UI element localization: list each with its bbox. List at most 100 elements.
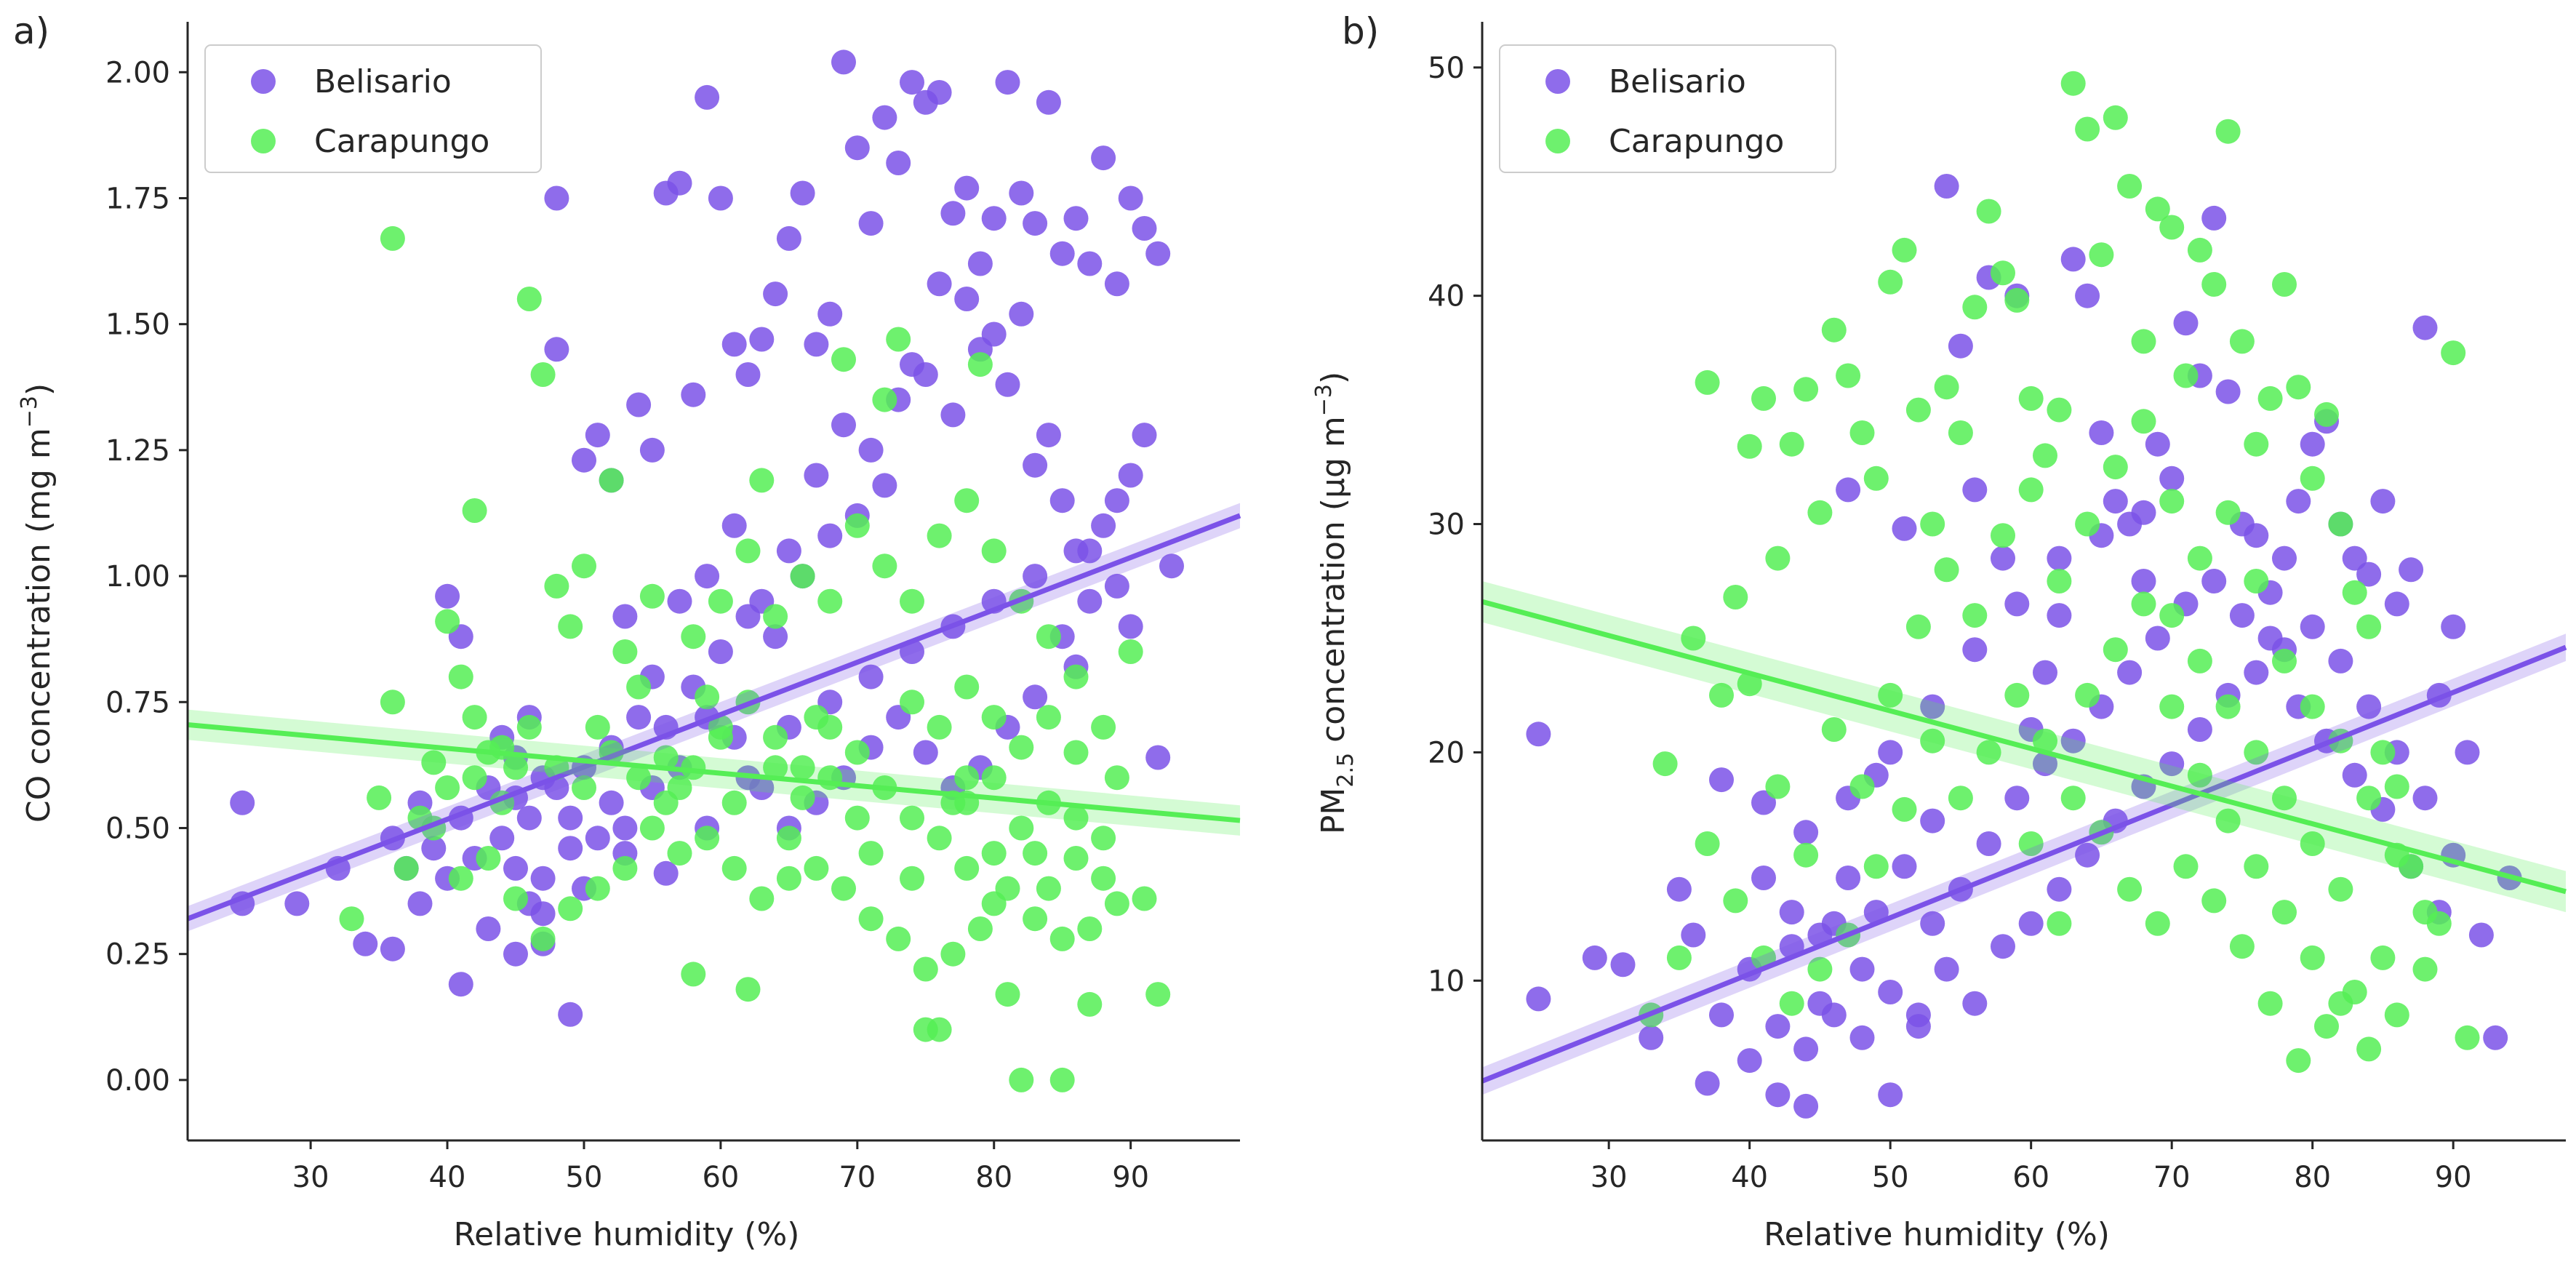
panel-b-carapungo-point — [1737, 671, 1762, 697]
panel-a-y-tick-label: 0.25 — [105, 938, 170, 972]
panel-a-carapungo-point — [516, 287, 542, 311]
panel-b-belisario-point — [1737, 1048, 1762, 1074]
panel-b-carapungo-point — [1976, 199, 2001, 224]
panel-b-belisario-point — [2328, 648, 2353, 674]
panel-b-carapungo-point — [2286, 375, 2311, 400]
panel-b-carapungo-point — [1863, 854, 1889, 879]
panel-a-carapungo-point — [967, 352, 993, 377]
panel-b-carapungo-point — [2159, 694, 2185, 719]
panel-b-belisario-point — [2244, 523, 2269, 548]
panel-a-carapungo-point — [476, 846, 501, 871]
panel-a-carapungo-point — [448, 866, 473, 891]
panel-a-carapungo-point — [1009, 815, 1034, 841]
panel-b-carapungo-point — [2300, 945, 2325, 970]
panel-a-y-axis-label: CO concentration (mg m−3) — [17, 383, 57, 823]
panel-a-carapungo-point — [708, 714, 733, 740]
panel-a-y-label-main: CO concentration (mg m — [20, 428, 57, 823]
panel-b-belisario-point — [2244, 660, 2269, 685]
panel-b-belisario-point — [1878, 1082, 1903, 1108]
panel-a-carapungo-point — [763, 755, 788, 780]
panel-b-carapungo-point — [2159, 603, 2185, 628]
panel-b-carapungo-point — [2145, 911, 2170, 936]
panel-b-carapungo-point — [2060, 786, 2086, 811]
panel-a-carapungo-point — [1118, 639, 1143, 664]
panel-b-belisario-point — [1878, 980, 1903, 1004]
panel-b-carapungo-point — [2328, 876, 2353, 902]
panel-a-carapungo-point — [831, 876, 856, 901]
panel-a-belisario-point — [1023, 684, 1048, 710]
panel-b-carapungo-point — [1807, 956, 1833, 982]
panel-b-belisario-point — [2089, 420, 2114, 445]
panel-b-belisario-point — [1991, 545, 2015, 571]
panel-a-belisario-point — [981, 321, 1007, 347]
panel-a-carapungo-point — [1063, 740, 1089, 765]
panel-b-y-label-prefix: PM — [1315, 788, 1352, 835]
panel-a-carapungo-point — [626, 765, 652, 791]
panel-a-carapungo-point — [421, 750, 447, 775]
panel-a-carapungo-point — [1145, 982, 1171, 1007]
panel-a-y-tick-label: 0.00 — [105, 1064, 170, 1098]
panel-a-carapungo-point — [900, 690, 924, 715]
panel-b-carapungo-point — [2300, 465, 2325, 491]
panel-b-legend: Belisario Carapungo — [1499, 44, 1836, 173]
panel-a-belisario-point — [1091, 145, 1116, 171]
panel-b-belisario-point — [1639, 1025, 1664, 1050]
panel-a-carapungo-point — [435, 775, 460, 800]
panel-b-carapungo-point — [2145, 196, 2170, 222]
panel-b-belisario-point — [1695, 1071, 1720, 1096]
panel-a-carapungo-point — [572, 553, 596, 579]
panel-a-carapungo-point — [872, 387, 897, 412]
panel-a-carapungo-point — [681, 624, 706, 650]
panel-a-belisario-point — [831, 412, 856, 438]
panel-a-carapungo-point — [981, 765, 1007, 791]
panel-b-carapungo-point — [2033, 443, 2057, 468]
panel-b-belisario-point — [2201, 205, 2227, 231]
panel-b-belisario-point — [2018, 911, 2044, 936]
panel-a-carapungo-point — [981, 841, 1007, 866]
panel-b-belisario-point — [2047, 603, 2072, 628]
panel-b-belisario-point — [1666, 876, 1692, 902]
panel-a-x-tick-label: 30 — [292, 1161, 329, 1194]
panel-b-carapungo-point — [2131, 409, 2156, 434]
panel-a-carapungo-point — [530, 926, 556, 951]
panel-b-carapungo-point — [2201, 272, 2227, 297]
panel-b-carapungo-point — [2244, 854, 2269, 879]
panel-b-belisario-point — [1991, 934, 2015, 959]
panel-a-series-belisario — [230, 49, 1184, 1027]
panel-b-belisario-point — [2356, 694, 2382, 719]
panel-b-carapungo-point — [1892, 796, 1917, 822]
panel-a-belisario-point — [749, 327, 775, 352]
panel-a-y-label-tail: ) — [20, 383, 57, 396]
panel-b-carapungo-point — [1991, 523, 2015, 548]
panel-b-carapungo-point — [1934, 375, 1959, 400]
panel-a-carapungo-point — [558, 896, 583, 922]
panel-b-carapungo-point — [2159, 215, 2185, 240]
panel-a-carapungo-point — [585, 714, 610, 740]
panel-b-y-axis-label: PM2.5 concentration (µg m−3) — [1311, 372, 1359, 834]
panel-a-y-tick-label: 1.25 — [105, 434, 170, 468]
panel-b-carapungo-point — [1695, 831, 1720, 856]
panel-b-y-label-main: concentration (µg m — [1315, 416, 1352, 753]
panel-b-x-tick-label: 90 — [2435, 1161, 2472, 1194]
panel-b-carapungo-point — [1821, 317, 1847, 343]
panel-b-carapungo-point — [2047, 569, 2072, 593]
panel-b-carapungo-point — [2201, 888, 2227, 914]
panel-b-belisario-point — [1821, 1002, 1847, 1028]
panel-b-carapungo-point — [2244, 431, 2269, 457]
panel-a-carapungo-point — [900, 805, 924, 831]
panel-a-belisario-point — [1077, 588, 1103, 614]
panel-b-carapungo-point — [1737, 433, 1762, 459]
panel-a-belisario-point — [421, 836, 447, 861]
panel-b-carapungo-point — [2004, 682, 2030, 708]
panel-a-belisario-point — [967, 251, 993, 276]
panel-a-belisario-point — [612, 604, 638, 629]
panel-a-belisario-point — [927, 80, 952, 105]
panel-b-carapungo-point — [2244, 569, 2269, 593]
panel-a-belisario-point — [1036, 89, 1061, 115]
panel-a-legend: Belisario Carapungo — [204, 44, 542, 173]
panel-b-belisario-point — [1765, 1082, 1791, 1108]
panel-b-belisario-point — [2075, 283, 2100, 308]
panel-a-carapungo-point — [790, 564, 815, 589]
panel-b-belisario-point — [2342, 545, 2367, 571]
panel-a-carapungo-point — [1104, 891, 1129, 916]
